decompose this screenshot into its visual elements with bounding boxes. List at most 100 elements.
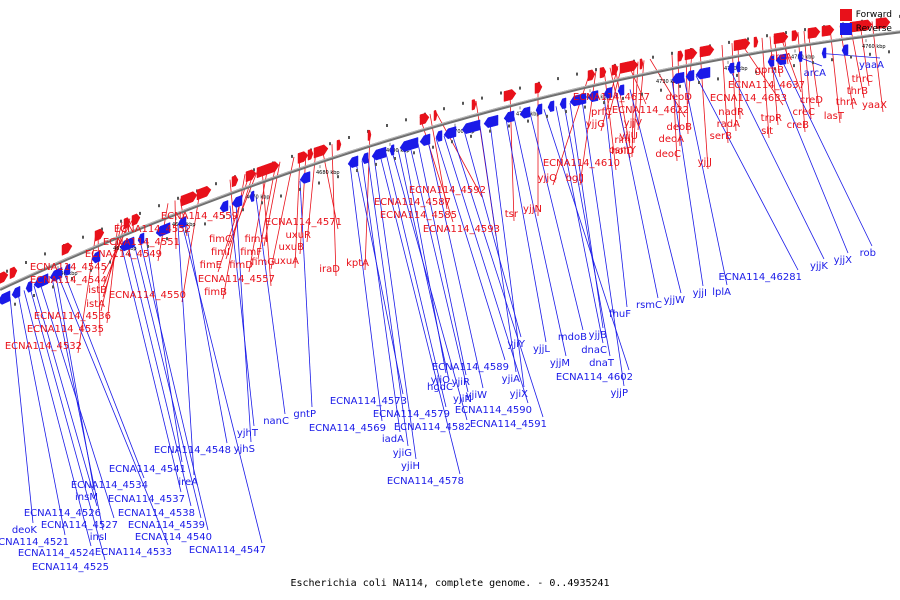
forward-gene-label: serB <box>710 131 732 142</box>
track-dash <box>888 50 890 54</box>
reverse-gene-label: hgdC <box>427 382 453 393</box>
reverse-gene-glyph <box>671 71 685 85</box>
forward-gene-glyph <box>313 144 329 159</box>
reverse-gene-label: yaaA <box>859 60 884 71</box>
reverse-gene-leader <box>451 133 544 418</box>
track-dash <box>470 134 472 138</box>
forward-gene-label: fimI <box>211 247 230 258</box>
genome-backbone-highlight <box>0 30 900 289</box>
forward-gene-glyph <box>94 228 105 242</box>
reverse-gene-glyph <box>399 137 419 152</box>
track-dash <box>793 64 795 68</box>
forward-swatch <box>839 9 852 21</box>
reverse-gene-glyph <box>389 144 395 156</box>
reverse-gene-label: yjjI <box>693 288 707 299</box>
reverse-gene-glyph <box>419 133 431 146</box>
track-dash <box>443 107 445 111</box>
forward-gene-glyph <box>791 30 799 42</box>
reverse-gene-label: gntP <box>293 409 316 420</box>
track-dash <box>660 88 662 92</box>
reverse-gene-leader <box>181 223 263 544</box>
forward-gene-glyph <box>639 58 644 70</box>
reverse-gene-leader <box>769 62 849 254</box>
forward-gene-glyph <box>245 169 257 183</box>
reverse-gene-label: yjjX <box>834 255 852 266</box>
track-dash <box>299 187 301 191</box>
track-dash <box>717 77 719 81</box>
reverse-gene-glyph <box>569 92 587 107</box>
reverse-gene-label: rsmC <box>636 300 662 311</box>
reverse-gene-glyph <box>519 106 531 119</box>
forward-gene-glyph <box>753 36 759 48</box>
legend-reverse-label: Reverse <box>855 24 892 34</box>
forward-gene-leader <box>97 231 101 337</box>
forward-gene-label: uxuR <box>285 230 311 241</box>
forward-gene-glyph <box>587 69 596 82</box>
track-dash <box>698 81 700 84</box>
reverse-gene-glyph <box>461 119 481 134</box>
legend: Forward Reverse <box>839 8 892 36</box>
reverse-gene-leader <box>427 140 484 389</box>
reverse-gene-label: yjjM <box>550 358 570 369</box>
forward-gene-label: ECNA114_4549 <box>85 249 162 260</box>
forward-gene-label: holD <box>611 146 634 157</box>
reverse-gene-label: ireA <box>178 477 198 488</box>
legend-forward-label: Forward <box>855 10 892 20</box>
track-dash <box>785 31 787 35</box>
forward-gene-label: osmY <box>609 145 637 156</box>
forward-gene-leader <box>106 223 119 324</box>
forward-gene-label: ECNA114_4622 <box>612 105 689 116</box>
reverse-gene-leader <box>671 80 704 287</box>
forward-gene-label: ECNA114_4617 <box>573 92 650 103</box>
forward-gene-glyph <box>231 175 239 188</box>
reverse-gene-label: iadA <box>382 434 404 445</box>
forward-gene-glyph <box>807 27 821 39</box>
track-dash <box>14 302 16 306</box>
reverse-gene-label: yjhS <box>234 444 255 455</box>
reverse-gene-label: ECNA114_4548 <box>154 445 231 456</box>
reverse-gene-label: ECNA114_4589 <box>432 362 509 373</box>
scale-tick-label: 4750 kbp <box>791 55 815 61</box>
reverse-gene-leader <box>379 154 461 475</box>
reverse-gene-label: ECNA114_4527 <box>41 520 118 531</box>
reverse-gene-leader <box>361 160 401 433</box>
track-dash <box>329 142 331 146</box>
track-dash <box>557 77 559 81</box>
reverse-gene-label: ECNA114_4539 <box>128 520 205 531</box>
reverse-gene-leader <box>683 78 728 286</box>
forward-gene-label: creB <box>787 120 810 131</box>
track-dash <box>318 181 320 185</box>
forward-gene-label: fimB <box>204 287 227 298</box>
forward-gene-label: creD <box>800 95 824 106</box>
forward-gene-glyph <box>336 139 342 151</box>
forward-gene-label: ECNA114_4637 <box>728 80 805 91</box>
reverse-gene-glyph <box>821 47 827 59</box>
forward-gene-label: lasT <box>824 111 845 122</box>
reverse-gene-label: ECNA114_4590 <box>455 405 532 416</box>
forward-gene-label: creC <box>792 107 815 118</box>
track-dash <box>356 169 358 172</box>
forward-gene-leader <box>739 41 784 106</box>
reverse-gene-leader <box>555 106 604 344</box>
track-dash <box>527 119 529 123</box>
reverse-gene-glyph <box>435 130 443 142</box>
reverse-gene-leader <box>139 240 209 531</box>
forward-gene-leader <box>721 44 729 144</box>
forward-gene-glyph <box>196 185 212 201</box>
reverse-gene-leader <box>121 247 182 493</box>
reverse-gene-glyph <box>155 222 171 237</box>
track-dash <box>766 34 768 38</box>
reverse-gene-label: ECNA114_4526 <box>24 508 101 519</box>
forward-gene-label: creA <box>770 52 793 63</box>
reverse-gene-glyph <box>797 51 803 63</box>
forward-gene-label: ECNA114_4551 <box>103 237 180 248</box>
forward-gene-label: ECNA114_4587 <box>374 197 451 208</box>
reverse-gene-glyph <box>361 152 369 165</box>
track-dash <box>622 96 624 100</box>
forward-gene-label: ECNA114_4544 <box>30 275 107 286</box>
track-dash <box>546 114 548 118</box>
reverse-gene-leader <box>581 100 625 387</box>
reverse-gene-leader <box>513 116 567 357</box>
reverse-gene-label: yjhT <box>237 428 259 439</box>
reverse-gene-leader <box>127 245 192 507</box>
